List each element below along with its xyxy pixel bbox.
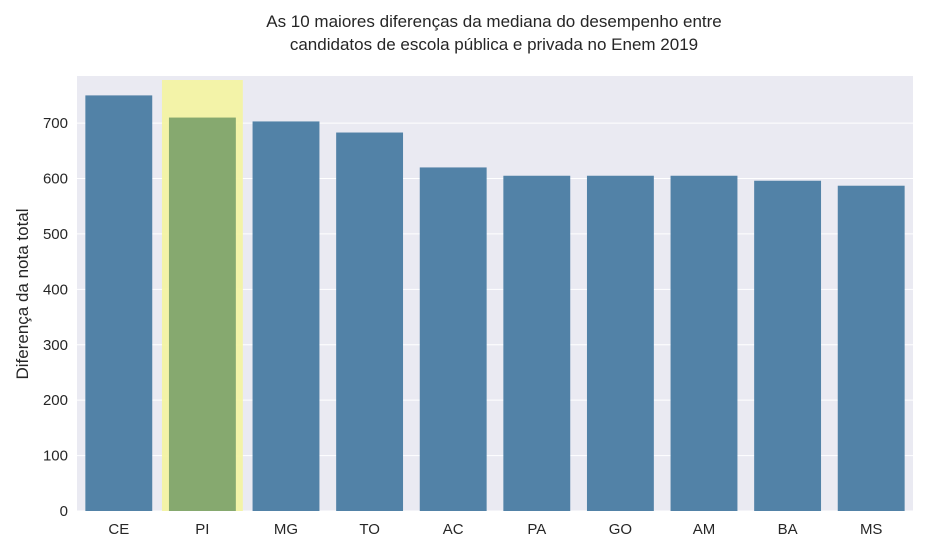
bar-ce xyxy=(85,95,153,512)
bar-to xyxy=(336,132,404,512)
y-tick-label: 700 xyxy=(43,115,68,132)
chart-title-line-2: candidatos de escola pública e privada n… xyxy=(290,35,698,54)
x-tick-label: PI xyxy=(195,521,209,538)
x-tick-label: CE xyxy=(108,521,129,538)
x-tick-label: MG xyxy=(274,521,298,538)
y-tick-label: 500 xyxy=(43,226,68,243)
bar-ac xyxy=(419,167,487,512)
bar-go xyxy=(586,175,654,511)
y-tick-label: 300 xyxy=(43,337,68,354)
y-tick-label: 200 xyxy=(43,392,68,409)
y-tick-labels: 0 100 200 300 400 500 600 700 xyxy=(43,115,68,520)
y-tick-label: 400 xyxy=(43,281,68,298)
bar-ms xyxy=(837,185,905,512)
bar-pi xyxy=(168,117,236,511)
y-axis-label: Diferença da nota total xyxy=(13,208,32,379)
x-tick-label: BA xyxy=(778,521,798,538)
x-tick-label: TO xyxy=(359,521,380,538)
x-tick-label: MS xyxy=(860,521,883,538)
bar-ba xyxy=(754,180,822,511)
x-tick-label: GO xyxy=(609,521,632,538)
y-tick-label: 600 xyxy=(43,171,68,188)
x-tick-labels: CE PI MG TO AC PA GO AM BA MS xyxy=(108,521,882,538)
bar-mg xyxy=(252,121,320,512)
bars xyxy=(85,95,905,512)
x-tick-label: AM xyxy=(693,521,716,538)
y-tick-label: 100 xyxy=(43,448,68,465)
y-tick-label: 0 xyxy=(60,503,68,520)
bar-am xyxy=(670,175,738,511)
chart-title-line-1: As 10 maiores diferenças da mediana do d… xyxy=(266,12,722,31)
x-tick-label: AC xyxy=(443,521,464,538)
bar-pa xyxy=(503,175,571,511)
x-tick-label: PA xyxy=(527,521,546,538)
